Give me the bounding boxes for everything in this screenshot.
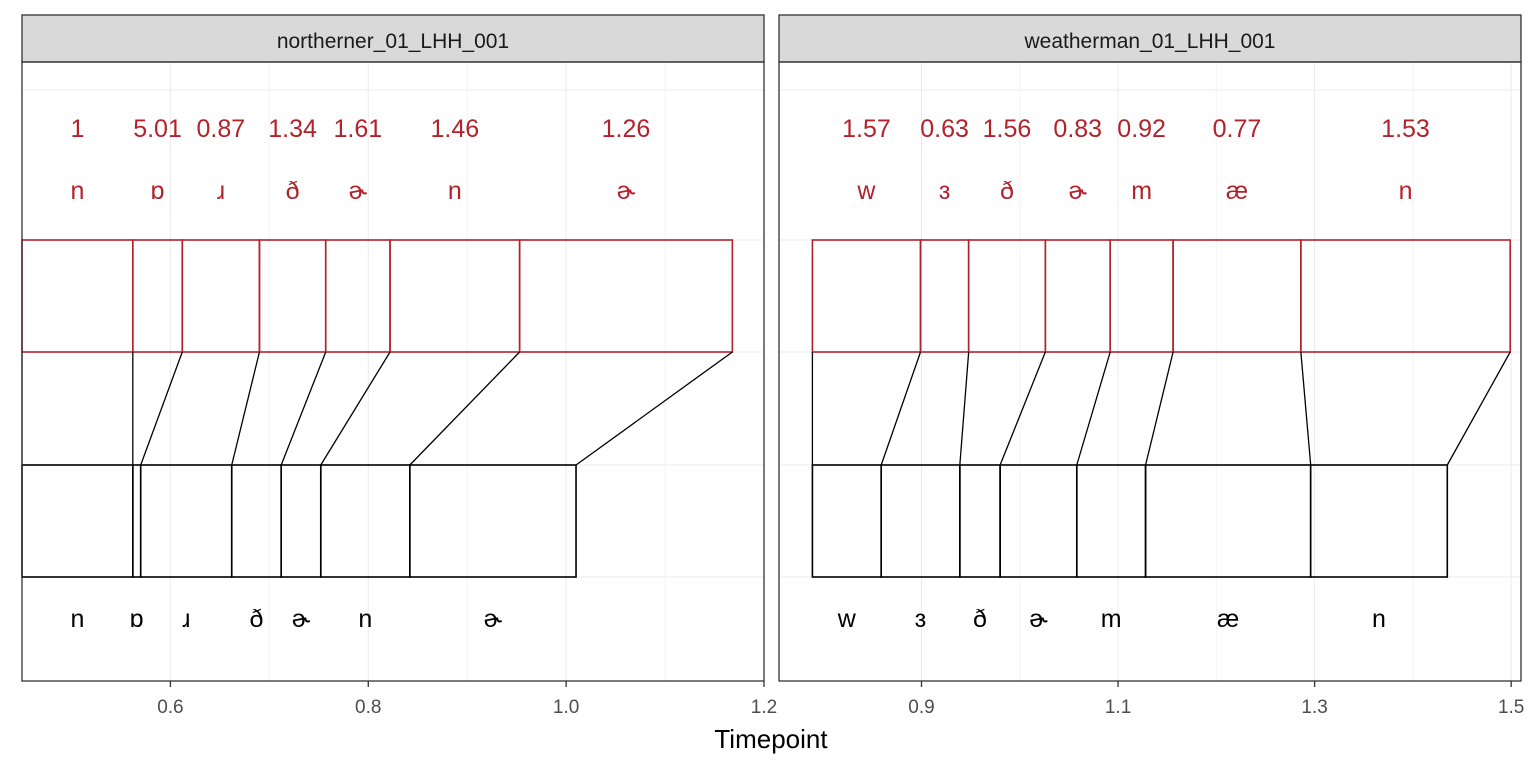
panel-background: [22, 62, 764, 681]
ratio-label: 0.83: [1053, 115, 1102, 143]
x-tick-label: 1.0: [553, 697, 579, 718]
x-axis: 0.6 0.8 1.0 1.2: [157, 681, 777, 718]
facet-strip: [778, 14, 1522, 63]
bottom-phone-label: m: [1101, 605, 1122, 633]
x-tick-label: 1.5: [1498, 697, 1524, 718]
connector-line: [575, 351, 733, 466]
connector-line: [140, 351, 183, 466]
connector-line: [320, 351, 391, 466]
ratio-label: 1.26: [602, 115, 651, 143]
bottom-phone-label: æ: [1217, 605, 1239, 633]
bottom-phone-label: ð: [973, 605, 987, 633]
top-phone-label: ɚ: [617, 177, 636, 205]
x-tick-label: 1.3: [1301, 697, 1327, 718]
panel-1: northerner_01_LHH_001 1 n 5.01 ɒ 0.87 ɹ 1.34 ð 1.…: [21, 14, 777, 718]
bottom-phone-label: n: [70, 605, 84, 633]
bottom-phone-label: ð: [250, 605, 264, 633]
facet-panels: northerner_01_LHH_001 1 n 5.01 ɒ 0.87 ɹ 1.34 ð 1.…: [21, 14, 1524, 718]
bottom-phone-label: ɹ: [182, 605, 190, 633]
connectors: [811, 351, 1511, 466]
facet-strip: [21, 14, 765, 63]
connector-line: [1446, 351, 1511, 466]
ratio-label: 1.61: [334, 115, 383, 143]
connector-line: [880, 351, 922, 466]
x-tick-label: 1.1: [1105, 697, 1131, 718]
top-segment: [1300, 239, 1511, 353]
bottom-phone-label: ɚ: [484, 605, 503, 633]
x-tick-label: 0.9: [908, 697, 934, 718]
top-tier: [21, 239, 734, 353]
bottom-phone-label: ɒ: [130, 605, 144, 633]
ratio-label: 1.56: [983, 115, 1032, 143]
bottom-phone-label: n: [358, 605, 372, 633]
x-tick-label: 0.6: [157, 697, 183, 718]
x-axis: 0.9 1.1 1.3 1.5: [908, 681, 1524, 718]
top-phone-label: ð: [286, 177, 300, 205]
bottom-phone-label: w: [837, 605, 857, 633]
top-phone-label: n: [448, 177, 462, 205]
top-phone-label: ɚ: [349, 177, 368, 205]
top-phone-label: ɚ: [1069, 177, 1088, 205]
connector-line: [1300, 351, 1312, 466]
top-phone-label: m: [1131, 177, 1152, 205]
ratio-label: 1.34: [268, 115, 317, 143]
connector-line: [231, 351, 261, 466]
ratio-label: 0.63: [920, 115, 969, 143]
ratio-label: 5.01: [133, 115, 182, 143]
bottom-segment: [1309, 464, 1449, 578]
top-phone-label: ɜ: [939, 177, 950, 205]
top-phone-label: w: [856, 177, 876, 205]
connector-line: [959, 351, 970, 466]
ratio-label: 1.46: [430, 115, 479, 143]
ratio-label: 0.77: [1213, 115, 1262, 143]
x-tick-label: 1.2: [751, 697, 777, 718]
connector-line: [1076, 351, 1111, 466]
bottom-phone-label: ɚ: [292, 605, 311, 633]
panel-border: [21, 61, 765, 682]
facet-title: weatherman_01_LHH_001: [1023, 30, 1275, 53]
top-phone-label: n: [1399, 177, 1413, 205]
bottom-phone-label: ɚ: [1029, 605, 1048, 633]
ratio-label: 0.87: [197, 115, 246, 143]
top-phone-label: æ: [1226, 177, 1248, 205]
bottom-tier: [811, 464, 1449, 578]
connector-line: [1144, 351, 1174, 466]
top-phone-label: ɒ: [151, 177, 165, 205]
panel-border: [778, 61, 1522, 682]
connector-line: [409, 351, 521, 466]
x-axis-label: Timepoint: [714, 724, 828, 754]
ratio-label: 0.92: [1117, 115, 1166, 143]
top-phone-label: n: [70, 177, 84, 205]
ratio-label: 1.57: [842, 115, 891, 143]
panel-background: [779, 62, 1521, 681]
bottom-phone-label: n: [1372, 605, 1386, 633]
panel-2: weatherman_01_LHH_001 1.57 w 0.63 ɜ 1.56 ð 0.83…: [778, 14, 1524, 718]
bottom-segment: [409, 464, 577, 578]
facet-title: northerner_01_LHH_001: [277, 30, 509, 53]
top-phone-label: ð: [1000, 177, 1014, 205]
connector-line: [999, 351, 1046, 466]
top-tier: [811, 239, 1511, 353]
ratio-label: 1.53: [1381, 115, 1430, 143]
top-phone-label: ɹ: [217, 177, 225, 205]
x-tick-label: 0.8: [355, 697, 381, 718]
bottom-phone-label: ɜ: [915, 605, 926, 633]
connector-line: [280, 351, 327, 466]
ratio-label: 1: [70, 115, 84, 143]
top-segment: [518, 239, 734, 353]
